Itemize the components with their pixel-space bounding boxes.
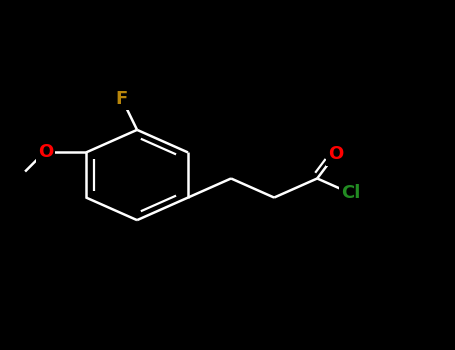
Text: O: O	[38, 144, 53, 161]
Text: F: F	[115, 90, 127, 107]
Text: O: O	[328, 145, 343, 163]
Text: Cl: Cl	[341, 184, 360, 202]
